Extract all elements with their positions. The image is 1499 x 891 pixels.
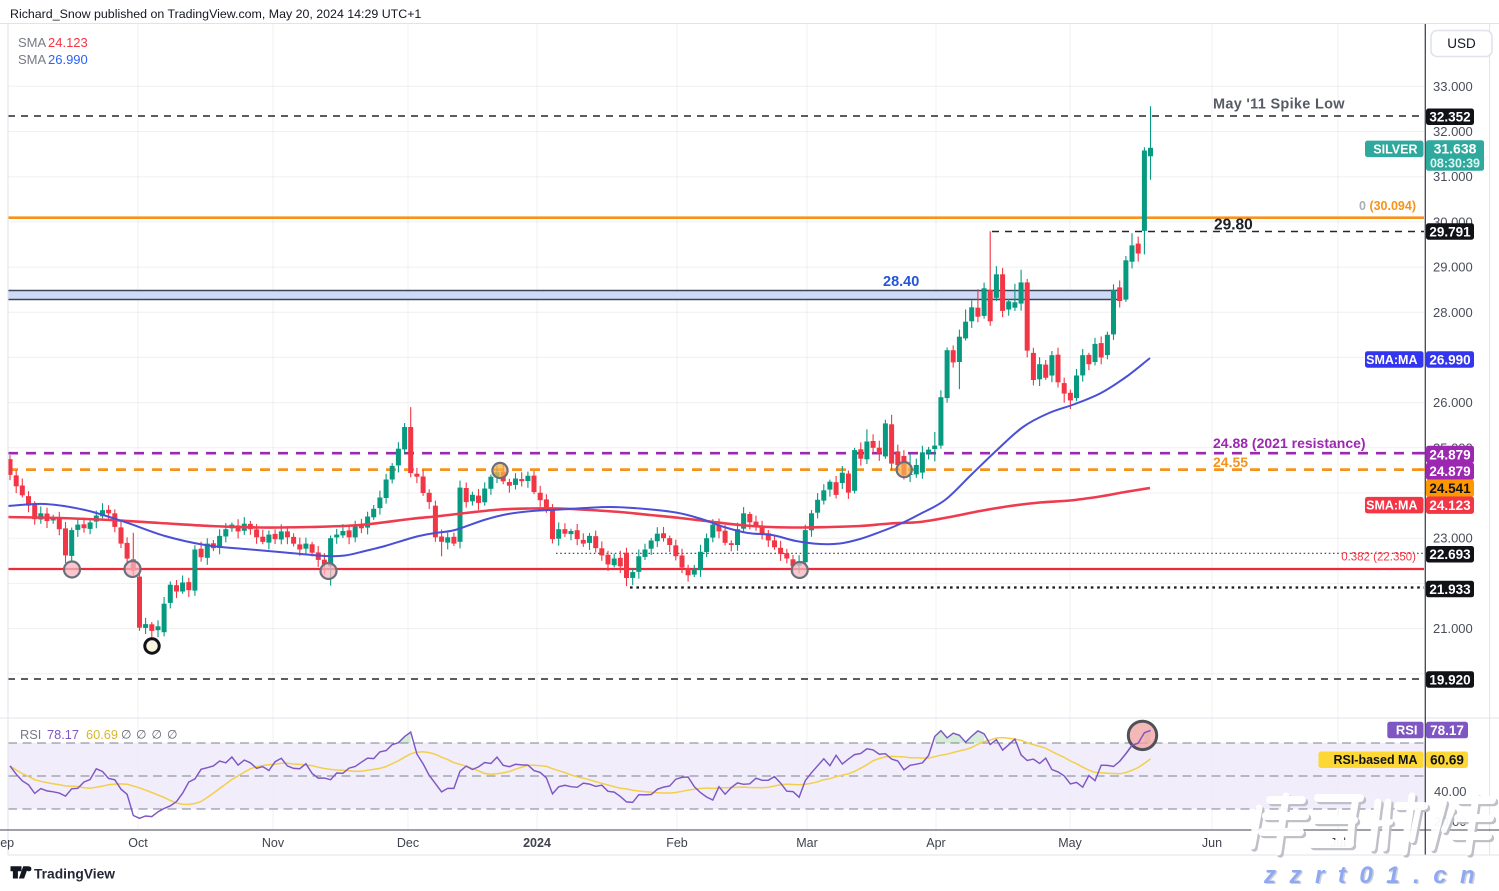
svg-text:28.40: 28.40 — [883, 274, 919, 290]
svg-text:Mar: Mar — [796, 836, 818, 850]
svg-text:26.990: 26.990 — [1429, 352, 1470, 367]
svg-text:23.000: 23.000 — [1433, 531, 1473, 546]
svg-text:zzrt01.cn: zzrt01.cn — [1263, 862, 1488, 889]
svg-text:24.88 (2021 resistance): 24.88 (2021 resistance) — [1213, 435, 1366, 451]
svg-text:31.638: 31.638 — [1434, 141, 1477, 157]
svg-text:Feb: Feb — [666, 836, 688, 850]
svg-text:24.55: 24.55 — [1213, 454, 1248, 470]
svg-text:40.00: 40.00 — [1434, 784, 1467, 799]
svg-text:0 (30.094): 0 (30.094) — [1359, 199, 1416, 213]
svg-text:24.879: 24.879 — [1429, 464, 1470, 479]
svg-text:Richard_Snow published on Trad: Richard_Snow published on TradingView.co… — [10, 7, 421, 21]
svg-text:24.541: 24.541 — [1429, 481, 1471, 496]
svg-text:24.123: 24.123 — [1429, 498, 1471, 513]
svg-text:May: May — [1058, 836, 1082, 850]
svg-text:Oct: Oct — [128, 836, 148, 850]
svg-text:28.000: 28.000 — [1433, 305, 1473, 320]
svg-text:SMA: SMA — [18, 35, 47, 50]
svg-text:29.80: 29.80 — [1214, 217, 1253, 234]
svg-text:SILVER: SILVER — [1373, 142, 1417, 156]
svg-text:SMA:MA: SMA:MA — [1366, 353, 1417, 367]
svg-text:24.123: 24.123 — [48, 35, 88, 50]
svg-text:26.000: 26.000 — [1433, 395, 1473, 410]
svg-text:Dec: Dec — [397, 836, 419, 850]
svg-text:Sep: Sep — [0, 836, 14, 850]
svg-text:0.382 (22.350): 0.382 (22.350) — [1341, 552, 1416, 564]
svg-text:Apr: Apr — [926, 836, 945, 850]
svg-text:May '11 Spike Low: May '11 Spike Low — [1213, 97, 1345, 113]
svg-text:∅: ∅ — [167, 728, 177, 742]
svg-text:Jun: Jun — [1202, 836, 1222, 850]
svg-text:21.933: 21.933 — [1429, 582, 1471, 597]
svg-text:∅: ∅ — [152, 728, 162, 742]
svg-text:RSI-based MA: RSI-based MA — [1333, 753, 1417, 767]
svg-text:zzrt01.cn: zzrt01.cn — [1265, 863, 1490, 890]
svg-text:08:30:39: 08:30:39 — [1430, 157, 1480, 171]
svg-text:26.990: 26.990 — [48, 52, 88, 67]
svg-text:29.000: 29.000 — [1433, 260, 1473, 275]
svg-text:SMA:MA: SMA:MA — [1366, 499, 1417, 513]
svg-text:24.879: 24.879 — [1429, 447, 1470, 462]
svg-text:∅: ∅ — [136, 728, 146, 742]
svg-text:60.69: 60.69 — [86, 727, 118, 742]
svg-text:22.693: 22.693 — [1429, 547, 1471, 562]
svg-text:21.000: 21.000 — [1433, 621, 1473, 636]
svg-text:TradingView: TradingView — [34, 867, 115, 882]
svg-text:31.000: 31.000 — [1433, 169, 1473, 184]
svg-text:RSI: RSI — [20, 727, 41, 742]
svg-text:Nov: Nov — [262, 836, 285, 850]
svg-text:60.69: 60.69 — [1430, 753, 1464, 768]
svg-text:32.352: 32.352 — [1429, 110, 1470, 125]
svg-text:78.17: 78.17 — [1430, 723, 1464, 738]
svg-text:78.17: 78.17 — [47, 727, 79, 742]
svg-text:32.000: 32.000 — [1433, 124, 1473, 139]
svg-text:19.920: 19.920 — [1429, 672, 1470, 687]
svg-text:∅: ∅ — [121, 728, 131, 742]
svg-text:SMA: SMA — [18, 52, 47, 67]
svg-text:33.000: 33.000 — [1433, 79, 1473, 94]
svg-text:2024: 2024 — [523, 836, 551, 850]
svg-text:29.791: 29.791 — [1429, 224, 1471, 239]
svg-text:USD: USD — [1447, 36, 1476, 51]
svg-text:RSI: RSI — [1396, 723, 1418, 738]
